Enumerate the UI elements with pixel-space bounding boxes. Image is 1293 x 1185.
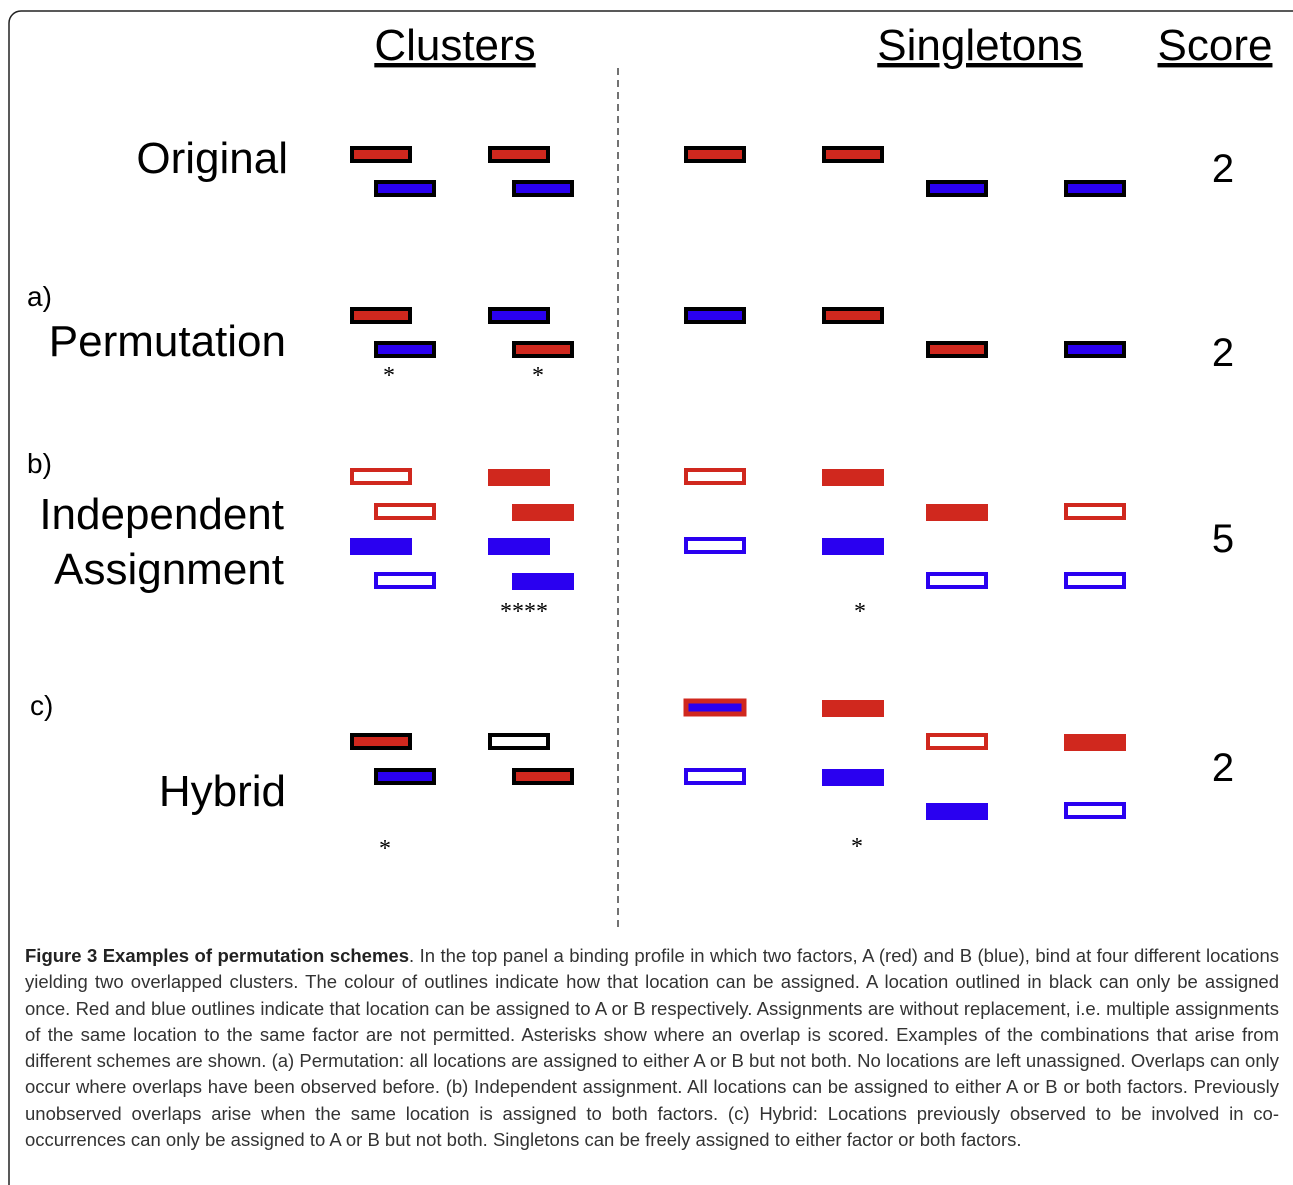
score: 2 [1212,331,1234,375]
caption-title: Figure 3 Examples of permutation schemes [25,945,409,966]
location [926,803,988,820]
location [374,503,436,520]
location [822,307,884,324]
caption-body: . In the top panel a binding profile in … [25,945,1279,1151]
row-label: Hybrid [159,767,286,816]
location [926,572,988,589]
location [926,504,988,521]
location [926,733,988,750]
row-tag: b) [27,448,52,479]
location [822,146,884,163]
frame [8,10,1293,1185]
location [374,341,436,358]
asterisk: * [854,599,866,625]
row-tag: a) [27,281,52,312]
location [512,573,574,590]
header: Clusters [374,21,535,70]
location [684,537,746,554]
location [512,768,574,785]
location [374,180,436,197]
location [350,307,412,324]
location [512,180,574,197]
location [512,504,574,521]
location [1064,802,1126,819]
row-tag: c) [30,690,53,721]
score: 2 [1212,147,1234,191]
location [374,572,436,589]
location [822,769,884,786]
asterisk: * [532,363,544,389]
location [1064,180,1126,197]
header: Score [1158,21,1273,70]
location [684,307,746,324]
location [1064,572,1126,589]
row-label: Assignment [54,545,284,594]
caption: Figure 3 Examples of permutation schemes… [25,943,1279,1153]
location [684,468,746,485]
location [488,469,550,486]
location [926,341,988,358]
location [350,733,412,750]
row-label: Permutation [49,317,286,366]
asterisk: * [383,363,395,389]
header: Singletons [877,21,1082,70]
location [488,733,550,750]
location [822,700,884,717]
location [350,538,412,555]
location [1064,341,1126,358]
location [374,768,436,785]
location [350,146,412,163]
location [488,538,550,555]
locations [350,146,1126,820]
location [512,341,574,358]
location [822,469,884,486]
location [1064,503,1126,520]
location [684,768,746,785]
location [488,146,550,163]
location [822,538,884,555]
location [1064,734,1126,751]
location [488,307,550,324]
location [350,468,412,485]
location [926,180,988,197]
asterisk: **** [500,599,548,625]
row-label: Independent [39,490,284,539]
location [684,146,746,163]
asterisk: * [851,834,863,860]
asterisk: * [379,836,391,862]
location [683,698,747,717]
row-label: Original [136,134,288,183]
score: 5 [1212,517,1234,561]
score: 2 [1212,746,1234,790]
